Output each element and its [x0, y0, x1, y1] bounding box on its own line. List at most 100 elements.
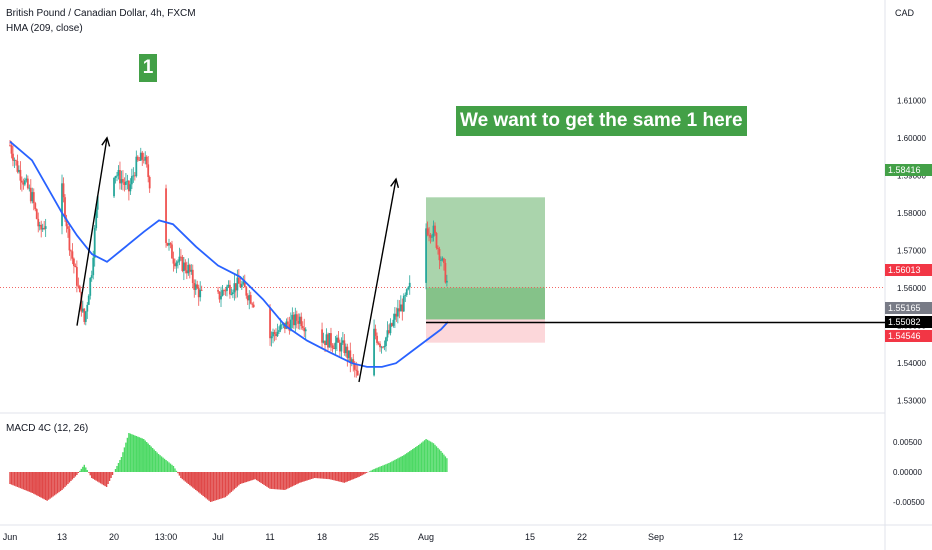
trend-arrow — [76, 137, 108, 326]
macd-bar — [368, 471, 371, 472]
macd-bar — [108, 472, 111, 481]
candle-body — [87, 295, 90, 305]
macd-bar — [426, 439, 429, 472]
macd-bar — [281, 472, 283, 490]
macd-bar — [403, 455, 405, 472]
candle-body — [353, 363, 356, 370]
macd-tick-label: 0.00500 — [893, 438, 922, 447]
macd-bar — [169, 463, 172, 472]
time-tick-label: 20 — [109, 532, 119, 542]
candle-body — [304, 329, 307, 332]
macd-bar — [96, 472, 99, 482]
macd-bar — [401, 455, 404, 472]
macd-bar — [83, 464, 85, 472]
candle-body — [185, 270, 188, 274]
candle-body — [168, 243, 170, 246]
macd-bar — [64, 472, 66, 487]
macd-bar — [171, 464, 173, 472]
candle-body — [138, 159, 141, 161]
macd-bar — [238, 472, 240, 486]
macd-bar — [260, 472, 262, 484]
macd-bar — [30, 472, 32, 493]
macd-bar — [264, 472, 267, 486]
price-tick-label: 1.57000 — [897, 246, 926, 255]
macd-bar — [80, 468, 83, 472]
candle-body — [440, 260, 442, 261]
time-tick-label: 25 — [369, 532, 379, 542]
macd-bar — [348, 472, 350, 481]
macd-bar — [373, 469, 375, 472]
candle-body — [116, 175, 118, 177]
macd-bar — [365, 472, 368, 473]
macd-bar — [257, 472, 259, 482]
macd-bar — [34, 472, 36, 495]
macd-bar — [58, 472, 60, 493]
macd-bar — [273, 472, 276, 490]
candle-body — [230, 294, 233, 295]
macd-bar — [297, 472, 299, 484]
macd-bar — [61, 472, 63, 490]
macd-bar — [282, 472, 285, 490]
macd-bar — [309, 472, 311, 480]
macd-bar — [357, 472, 359, 478]
candle-body — [187, 264, 190, 274]
macd-bar — [67, 472, 69, 484]
hma-indicator-label[interactable]: HMA (209, close) — [6, 23, 83, 34]
macd-bar — [99, 472, 102, 484]
candle-body — [333, 347, 335, 350]
macd-bar — [79, 470, 81, 472]
time-tick-label: 18 — [317, 532, 327, 542]
candle-body — [327, 334, 329, 348]
macd-bar — [111, 472, 114, 475]
candle-body — [431, 236, 433, 238]
macd-bar — [419, 443, 421, 472]
macd-bar — [181, 472, 184, 480]
macd-bar — [244, 472, 246, 483]
candle-body — [229, 284, 231, 295]
candle-body — [200, 289, 203, 291]
macd-bar — [290, 472, 292, 488]
macd-bar — [94, 472, 96, 480]
candle-body — [75, 267, 78, 286]
macd-bar — [123, 447, 126, 472]
candle-body — [396, 308, 399, 317]
candle-body — [120, 179, 123, 184]
annotation-one: 1 — [139, 54, 157, 82]
macd-bar — [25, 472, 28, 491]
macd-indicator-label[interactable]: MACD 4C (12, 26) — [6, 423, 89, 434]
candle-body — [136, 156, 139, 160]
candle-body — [177, 261, 179, 263]
macd-bar — [68, 472, 71, 483]
candle-body — [191, 269, 194, 284]
macd-bar — [299, 472, 301, 483]
candle-body — [41, 227, 44, 230]
candle-body — [175, 262, 178, 267]
macd-bar — [435, 446, 438, 472]
candle-body — [165, 188, 167, 243]
macd-bar — [177, 472, 179, 474]
candle-body — [240, 284, 243, 288]
macd-bar — [132, 434, 135, 472]
macd-bar — [41, 472, 44, 499]
macd-bar — [209, 472, 212, 502]
candle-body — [81, 308, 84, 312]
candle-body — [147, 164, 150, 177]
macd-bar — [137, 436, 139, 472]
macd-bar — [438, 449, 441, 472]
candle-body — [224, 290, 227, 292]
candle-body — [303, 328, 306, 332]
candle-body — [117, 170, 120, 176]
candle-body — [233, 283, 236, 293]
candle-body — [426, 228, 429, 235]
candle-body — [139, 152, 142, 161]
candle-body — [425, 228, 427, 283]
macd-bar — [27, 472, 29, 492]
candle-body — [77, 285, 80, 287]
macd-bar — [43, 472, 45, 500]
candle-body — [23, 180, 26, 185]
macd-bar — [227, 472, 230, 495]
candle-body — [22, 182, 25, 185]
candle-body — [355, 369, 358, 371]
candle-body — [334, 342, 337, 350]
